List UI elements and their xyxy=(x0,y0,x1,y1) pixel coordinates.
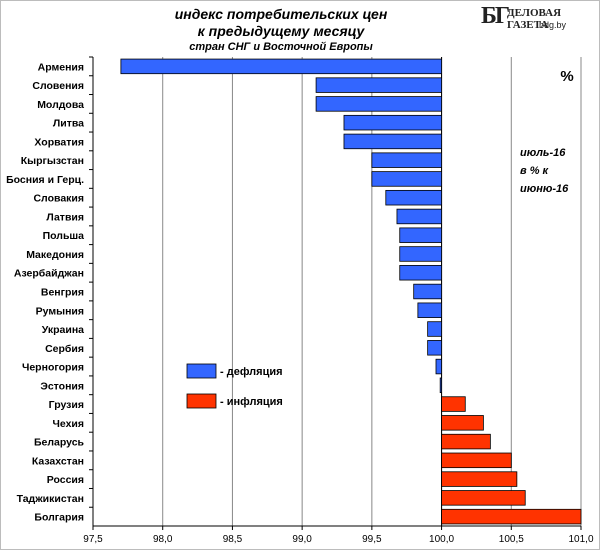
chart-title-line1: индекс потребительских цен xyxy=(174,6,388,22)
category-label: Кыргызстан xyxy=(21,155,84,167)
legend: - дефляция - инфляция xyxy=(186,363,283,409)
bar xyxy=(315,77,442,93)
bar xyxy=(441,471,518,487)
category-label: Литва xyxy=(53,118,84,130)
bar xyxy=(427,321,442,337)
logo-name: ДЕЛОВАЯ ГАЗЕТА xyxy=(507,7,562,31)
bar xyxy=(441,490,526,506)
x-tick-label: 100,5 xyxy=(499,534,524,545)
x-tick-label: 98,0 xyxy=(153,534,173,545)
bar xyxy=(413,283,442,300)
bar xyxy=(441,415,484,431)
logo-mark: БГ xyxy=(481,3,510,29)
category-label: Молдова xyxy=(37,99,84,111)
bar xyxy=(371,171,442,187)
category-label: Хорватия xyxy=(34,136,84,148)
category-label: Латвия xyxy=(46,211,84,223)
category-label: Болгария xyxy=(34,512,84,524)
category-label: Грузия xyxy=(49,399,84,411)
unit-label: % xyxy=(560,68,573,85)
bar xyxy=(371,152,442,168)
category-label: Черногория xyxy=(22,362,84,374)
legend-label: - инфляция xyxy=(220,396,283,408)
period-annotation: июль-16 в % к июню-16 xyxy=(520,147,569,195)
chart-subtitle: стран СНГ и Восточной Европы xyxy=(189,41,373,53)
chart-title-line2: к предыдущему месяцу xyxy=(197,23,365,39)
bar xyxy=(441,452,512,469)
bar xyxy=(439,377,442,394)
bar xyxy=(343,114,442,131)
bar xyxy=(399,246,442,262)
category-label: Румыния xyxy=(36,305,84,317)
annotation-line: в % к xyxy=(520,165,550,177)
x-tick-label: 98,5 xyxy=(223,534,243,545)
category-label: Словения xyxy=(32,80,84,92)
bar xyxy=(120,58,442,75)
annotation-line: июль-16 xyxy=(520,147,566,159)
bar xyxy=(396,208,442,225)
bar xyxy=(427,340,442,356)
x-tick-label: 99,0 xyxy=(292,534,312,545)
category-label: Сербия xyxy=(45,343,84,355)
category-label: Армения xyxy=(38,61,84,73)
bar xyxy=(441,433,491,450)
bar xyxy=(343,133,442,150)
category-label: Эстония xyxy=(40,380,84,392)
category-label: Босния и Герц. xyxy=(6,174,84,186)
category-label: Россия xyxy=(47,474,84,486)
annotation-line: июню-16 xyxy=(520,183,569,195)
category-label: Азербайджан xyxy=(14,268,84,280)
logo-url: bdg.by xyxy=(539,20,567,30)
x-tick-label: 101,0 xyxy=(568,534,593,545)
category-label: Македония xyxy=(26,249,84,261)
bar xyxy=(417,302,442,318)
bars xyxy=(120,58,582,525)
x-axis: 97,5 98,0 98,5 99,0 99,5 100,0 100,5 101,0 xyxy=(83,57,594,545)
legend-swatch xyxy=(186,393,217,409)
bar xyxy=(441,508,582,525)
bar xyxy=(385,189,442,206)
bar xyxy=(435,358,442,375)
category-label: Украина xyxy=(42,324,84,336)
category-label: Беларусь xyxy=(34,437,85,449)
category-label: Венгрия xyxy=(41,287,84,299)
category-label: Казахстан xyxy=(32,455,84,467)
legend-label: - дефляция xyxy=(220,366,283,378)
bar xyxy=(441,396,466,412)
category-label: Польша xyxy=(43,230,85,242)
x-tick-label: 99,5 xyxy=(362,534,382,545)
bar xyxy=(399,227,442,243)
publisher-logo: БГ ДЕЛОВАЯ ГАЗЕТА bdg.by xyxy=(481,3,599,33)
x-tick-label: 100,0 xyxy=(429,534,454,545)
category-label: Словакия xyxy=(33,193,84,205)
bar xyxy=(399,265,442,281)
category-labels: Армения Словения Молдова Литва Хорватия Кыргы… xyxy=(6,56,93,524)
x-tick-label: 97,5 xyxy=(83,534,103,545)
category-label: Чехия xyxy=(53,418,85,430)
legend-swatch xyxy=(186,363,217,379)
bar xyxy=(315,96,442,112)
category-label: Таджикистан xyxy=(17,493,84,505)
